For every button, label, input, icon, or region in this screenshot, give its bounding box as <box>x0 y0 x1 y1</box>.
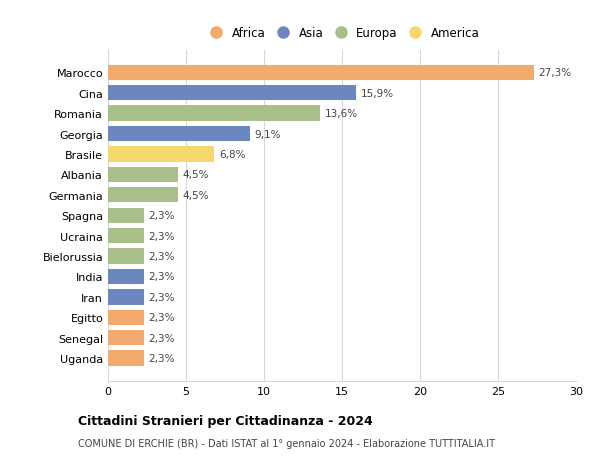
Text: 27,3%: 27,3% <box>539 68 572 78</box>
Bar <box>108 66 534 81</box>
Text: 15,9%: 15,9% <box>361 89 394 99</box>
Bar <box>108 168 178 183</box>
Bar <box>108 290 144 305</box>
Text: 2,3%: 2,3% <box>149 231 175 241</box>
Text: 2,3%: 2,3% <box>149 313 175 323</box>
Bar <box>108 330 144 346</box>
Text: Cittadini Stranieri per Cittadinanza - 2024: Cittadini Stranieri per Cittadinanza - 2… <box>78 414 373 428</box>
Text: 4,5%: 4,5% <box>183 190 209 200</box>
Text: 13,6%: 13,6% <box>325 109 358 119</box>
Bar <box>108 249 144 264</box>
Bar <box>108 310 144 325</box>
Text: 2,3%: 2,3% <box>149 211 175 221</box>
Text: 2,3%: 2,3% <box>149 353 175 364</box>
Text: 4,5%: 4,5% <box>183 170 209 180</box>
Legend: Africa, Asia, Europa, America: Africa, Asia, Europa, America <box>201 23 483 43</box>
Bar <box>108 86 356 101</box>
Text: COMUNE DI ERCHIE (BR) - Dati ISTAT al 1° gennaio 2024 - Elaborazione TUTTITALIA.: COMUNE DI ERCHIE (BR) - Dati ISTAT al 1°… <box>78 438 495 448</box>
Text: 9,1%: 9,1% <box>254 129 281 139</box>
Bar <box>108 351 144 366</box>
Bar <box>108 127 250 142</box>
Text: 2,3%: 2,3% <box>149 292 175 302</box>
Bar <box>108 269 144 285</box>
Bar <box>108 106 320 122</box>
Bar <box>108 208 144 224</box>
Bar <box>108 229 144 244</box>
Text: 6,8%: 6,8% <box>219 150 245 160</box>
Bar <box>108 188 178 203</box>
Text: 2,3%: 2,3% <box>149 252 175 262</box>
Text: 2,3%: 2,3% <box>149 272 175 282</box>
Bar <box>108 147 214 162</box>
Text: 2,3%: 2,3% <box>149 333 175 343</box>
